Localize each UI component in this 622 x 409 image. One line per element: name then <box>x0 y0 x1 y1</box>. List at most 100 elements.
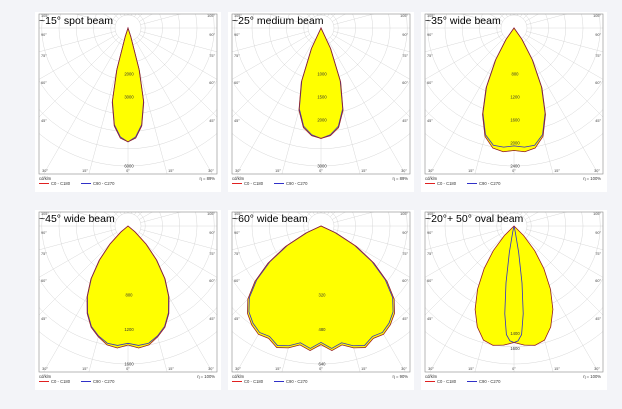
angle-label: 60° <box>402 81 408 85</box>
radial-value-label: 800 <box>512 72 520 77</box>
grid-spoke <box>236 27 322 174</box>
grid-spoke <box>232 27 322 53</box>
grid-spoke <box>232 27 322 80</box>
angle-label: 60° <box>209 279 215 283</box>
units-label: cd/klm <box>39 374 52 379</box>
angle-label: 60° <box>41 81 47 85</box>
radial-value-label: 480 <box>319 327 327 332</box>
beam-fill <box>247 226 395 351</box>
angle-label: 60° <box>595 279 601 283</box>
polar-plot: 1600 1400 105° 105° 90° 90° 75° 75° 60° 60° 45° 45°… <box>424 211 604 373</box>
grid-spoke <box>127 27 217 118</box>
radial-value-label: 2000 <box>510 141 520 146</box>
curve-c90 <box>248 225 394 349</box>
legend-label-c0: C0 - C180 <box>244 379 264 384</box>
curve-outline <box>86 225 170 349</box>
angle-label: 15° <box>468 169 474 173</box>
angle-label: 30° <box>428 367 434 371</box>
angle-label: 75° <box>234 252 240 256</box>
radial-value-label: 3000 <box>317 164 327 169</box>
chart-title: ~15° spot beam <box>39 15 113 27</box>
angle-label: 15° <box>275 367 281 371</box>
polar-plot: 2000 3000 6000 105° 105° 90° 90° 75° 75° 60° 60° 45… <box>38 13 218 175</box>
angle-label: 60° <box>209 81 215 85</box>
chart-title: ~25° medium beam <box>232 15 324 27</box>
grid-spoke <box>425 27 515 80</box>
legend-label-c90: C90 - C270 <box>286 181 308 186</box>
legend-entry-c0: C0 - C180 <box>425 379 456 384</box>
chart-title: ~45° wide beam <box>39 213 115 225</box>
grid-spoke <box>513 27 603 80</box>
legend-label-c0: C0 - C180 <box>51 181 71 186</box>
grid-group <box>425 212 603 372</box>
angle-label: 15° <box>361 367 367 371</box>
beam-fill <box>298 28 344 139</box>
angle-label: 60° <box>427 81 433 85</box>
radial-value-label: 1200 <box>510 95 520 100</box>
angle-label: 30° <box>208 169 214 173</box>
curve-outline <box>298 27 344 139</box>
grid-spoke <box>127 14 182 29</box>
grid-spoke <box>127 27 217 53</box>
angle-label: 45° <box>595 317 601 321</box>
angle-label: 105° <box>41 212 49 216</box>
angle-label: 15° <box>554 169 560 173</box>
grid-spoke <box>425 27 515 118</box>
beam-fill <box>112 28 144 142</box>
legend-label-c90: C90 - C270 <box>93 379 115 384</box>
angle-label: 30° <box>428 169 434 173</box>
radial-value-label: 2000 <box>317 118 327 123</box>
legend-entry-c90: C90 - C270 <box>274 181 307 186</box>
chart-title: ~60° wide beam <box>232 213 308 225</box>
grid-spoke <box>39 27 129 80</box>
angle-label: 75° <box>41 54 47 58</box>
legend-label-c90: C90 - C270 <box>93 181 115 186</box>
angle-label: 105° <box>593 14 601 18</box>
angle-label: 90° <box>402 231 408 235</box>
legend-line-c90 <box>81 381 91 383</box>
angle-label: 0° <box>126 367 130 371</box>
angle-label: 105° <box>427 14 435 18</box>
angle-label: 30° <box>401 367 407 371</box>
curve-outline <box>482 27 546 152</box>
curve-outline <box>474 225 554 346</box>
legend-label-c0: C0 - C180 <box>437 379 457 384</box>
beam-fill <box>87 226 169 349</box>
radial-value-label: 1600 <box>124 362 134 367</box>
legend-line-c90 <box>274 381 284 383</box>
legend-line-c0 <box>232 381 242 383</box>
angle-label: 0° <box>126 169 130 173</box>
angle-label: 75° <box>427 252 433 256</box>
angle-label: 45° <box>41 119 47 123</box>
grid-spoke <box>74 212 129 227</box>
grid-spoke <box>513 27 603 118</box>
grid-spoke <box>460 14 515 29</box>
angle-label: 15° <box>275 169 281 173</box>
radial-value-label: 6000 <box>124 164 134 169</box>
angle-label: 60° <box>595 81 601 85</box>
angle-label: 105° <box>207 212 215 216</box>
radial-value-label: 1400 <box>510 331 520 336</box>
grid-spoke <box>320 27 406 174</box>
angle-label: 90° <box>402 33 408 37</box>
angle-label: 90° <box>427 231 433 235</box>
angle-label: 90° <box>209 231 215 235</box>
beam-fill <box>482 28 546 152</box>
grid-spoke <box>232 27 322 118</box>
legend-line-c0 <box>39 381 49 383</box>
angle-label: 105° <box>400 212 408 216</box>
plot-frame <box>424 211 604 373</box>
grid-group <box>39 14 217 174</box>
angle-label: 75° <box>209 54 215 58</box>
grid-spoke <box>320 225 410 251</box>
grid-spoke <box>127 225 217 316</box>
radial-value-label: 640 <box>319 362 327 367</box>
angle-label: 75° <box>41 252 47 256</box>
angle-label: 45° <box>402 119 408 123</box>
angle-label: 45° <box>234 317 240 321</box>
grid-spoke <box>320 27 410 118</box>
legend-line-c90 <box>467 183 477 185</box>
legend-entry-c0: C0 - C180 <box>425 181 456 186</box>
grid-spoke <box>267 212 322 227</box>
grid-spoke <box>425 225 515 251</box>
